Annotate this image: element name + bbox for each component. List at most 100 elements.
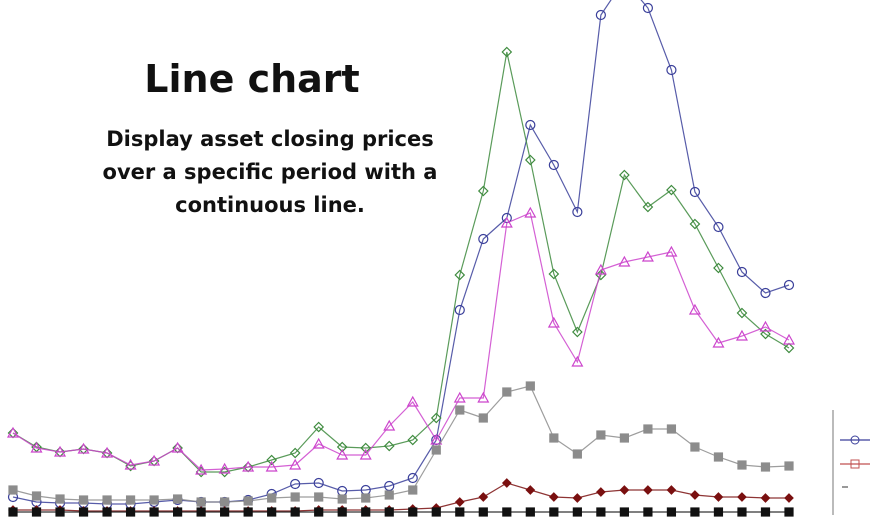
- point: [760, 462, 771, 472]
- point: [243, 496, 253, 506]
- point: [501, 478, 512, 488]
- point: [454, 304, 465, 316]
- point: [55, 494, 65, 504]
- point: [478, 507, 488, 517]
- point: [478, 413, 488, 423]
- point: [524, 206, 537, 218]
- point: [690, 490, 700, 500]
- point: [548, 268, 560, 280]
- point: [478, 492, 489, 502]
- point: [289, 447, 301, 459]
- point: [666, 507, 677, 517]
- point: [572, 326, 583, 338]
- point: [549, 507, 559, 517]
- point: [453, 391, 466, 403]
- point: [243, 507, 253, 517]
- description-line: continuous line.: [175, 193, 365, 217]
- point: [760, 507, 771, 517]
- series: [6, 206, 796, 475]
- point: [359, 448, 372, 460]
- point: [430, 412, 442, 424]
- point: [502, 507, 512, 517]
- point: [549, 492, 559, 502]
- point: [478, 233, 489, 245]
- point: [31, 491, 42, 501]
- point: [312, 437, 325, 449]
- point: [759, 320, 772, 332]
- point: [524, 154, 536, 166]
- point: [666, 184, 677, 196]
- point: [736, 266, 748, 278]
- point: [218, 462, 231, 474]
- point: [408, 485, 418, 495]
- point: [171, 441, 184, 453]
- point: [665, 245, 678, 257]
- point: [149, 507, 159, 517]
- point: [78, 507, 89, 517]
- point: [713, 452, 724, 462]
- point: [643, 485, 653, 495]
- point: [689, 218, 701, 230]
- point: [384, 507, 394, 517]
- point: [430, 433, 443, 445]
- point: [313, 421, 325, 433]
- point: [736, 307, 748, 319]
- point: [572, 507, 582, 517]
- description-line: Display asset closing prices: [106, 127, 434, 151]
- point: [290, 478, 301, 490]
- point: [547, 316, 560, 328]
- point: [619, 485, 630, 495]
- point: [336, 441, 348, 453]
- point: [783, 342, 795, 354]
- series: [8, 381, 794, 507]
- point: [525, 119, 536, 131]
- series-line: [12, 385, 790, 503]
- point: [643, 424, 653, 434]
- point: [619, 507, 629, 517]
- point: [6, 426, 20, 438]
- point: [712, 336, 725, 348]
- point: [102, 507, 112, 517]
- point: [101, 446, 114, 458]
- point: [784, 507, 794, 517]
- point: [784, 493, 794, 503]
- point: [666, 64, 677, 76]
- legend-marker: [850, 459, 860, 469]
- point: [502, 387, 512, 397]
- point: [149, 495, 159, 505]
- point: [361, 493, 371, 503]
- point: [477, 185, 489, 197]
- point: [360, 442, 372, 454]
- point: [455, 405, 465, 415]
- point: [642, 201, 654, 213]
- series-line: [12, 51, 790, 473]
- legend-fragment: [832, 410, 870, 515]
- point: [525, 507, 535, 517]
- point: [55, 507, 65, 517]
- point: [314, 492, 324, 502]
- point: [690, 507, 700, 517]
- point: [242, 460, 255, 472]
- point: [737, 492, 747, 502]
- point: [760, 493, 771, 503]
- point: [618, 255, 631, 267]
- series-line: [12, 0, 790, 505]
- point: [383, 419, 396, 431]
- point: [289, 458, 302, 470]
- point: [8, 485, 18, 495]
- point: [690, 442, 700, 452]
- point: [337, 507, 347, 517]
- series-line: [13, 482, 789, 512]
- point: [267, 493, 277, 503]
- point: [454, 497, 465, 507]
- point: [337, 494, 347, 504]
- point: [408, 507, 418, 517]
- point: [549, 433, 559, 443]
- point: [501, 46, 513, 58]
- point: [220, 507, 230, 517]
- point: [196, 507, 206, 517]
- legend-marker: [850, 435, 860, 445]
- point: [643, 507, 653, 517]
